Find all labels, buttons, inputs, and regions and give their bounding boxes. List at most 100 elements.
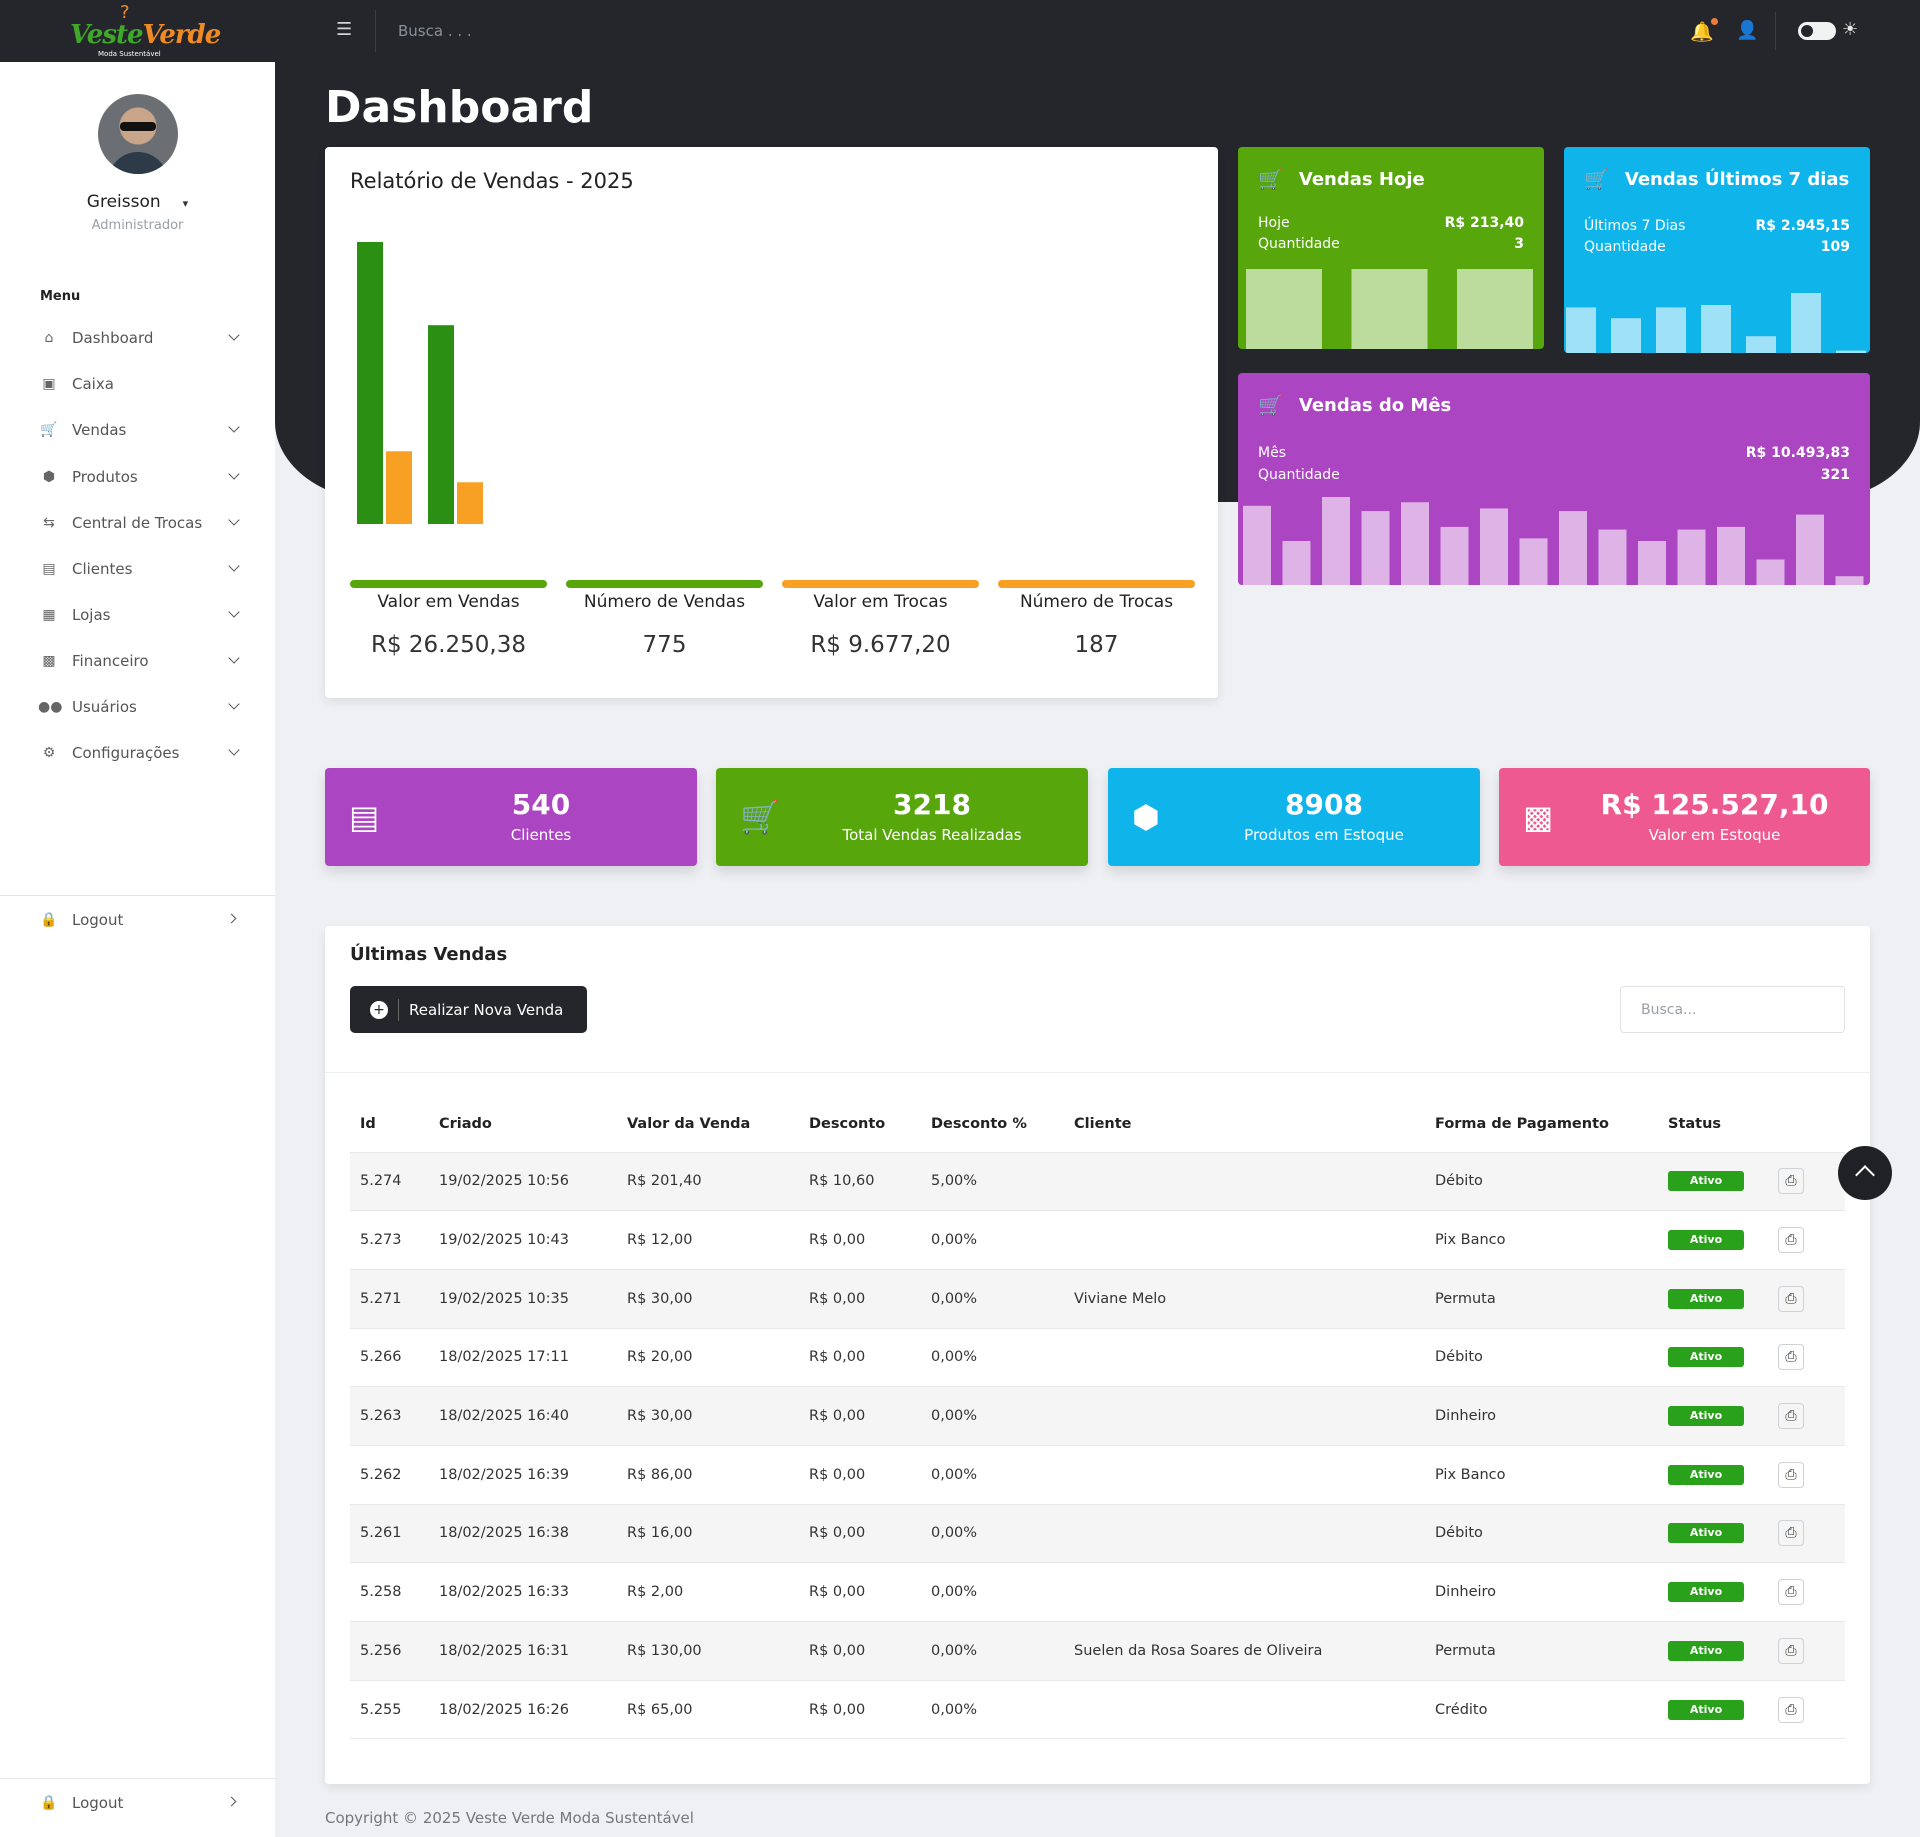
print-icon[interactable]: ⎙ — [1778, 1637, 1804, 1664]
table-row[interactable]: 5.274 19/02/2025 10:56 R$ 201,40 R$ 10,60 5,… — [350, 1152, 1845, 1212]
actions-cell: ⎙ — [1768, 1680, 1845, 1740]
mini-bar — [1519, 538, 1548, 585]
stat-card-vendas-hoje[interactable]: 🛒 Vendas Hoje Hoje R$ 213,40 Quantidade 3 — [1238, 147, 1544, 349]
table-row[interactable]: 5.256 18/02/2025 16:31 R$ 130,00 R$ 0,00 0,0… — [350, 1621, 1845, 1681]
sidebar-item-produtos[interactable]: ⬢ Produtos — [38, 462, 240, 492]
print-icon[interactable]: ⎙ — [1778, 1403, 1804, 1430]
tile-valor-estoque[interactable]: ▩ R$ 125.527,10 Valor em Estoque — [1499, 768, 1870, 866]
print-icon[interactable]: ⎙ — [1778, 1227, 1804, 1254]
actions-cell: ⎙ — [1768, 1210, 1845, 1270]
table-cell: R$ 0,00 — [799, 1269, 921, 1329]
col-desconto-pct[interactable]: Desconto % — [921, 1096, 1064, 1153]
table-cell: Suelen da Rosa Soares de Oliveira — [1064, 1621, 1425, 1681]
stat-card-vendas-mes[interactable]: 🛒 Vendas do Mês Mês R$ 10.493,83 Quantidad… — [1238, 373, 1870, 585]
table-cell: Dinheiro — [1425, 1386, 1658, 1446]
mini-bar — [1566, 307, 1596, 353]
chevron-down-icon — [228, 698, 240, 710]
actions-cell: ⎙ — [1768, 1328, 1845, 1388]
table-cell: Viviane Melo — [1064, 1269, 1425, 1329]
tile-produtos-estoque[interactable]: ⬢ 8908 Produtos em Estoque — [1108, 768, 1480, 866]
scroll-to-top-button[interactable] — [1838, 1146, 1892, 1200]
avatar[interactable] — [98, 94, 178, 174]
print-icon[interactable]: ⎙ — [1778, 1520, 1804, 1547]
sidebar-item-vendas[interactable]: 🛒 Vendas — [38, 415, 240, 445]
mini-bar — [1638, 541, 1666, 585]
sidebar-item-usuarios[interactable]: ●● Usuários — [38, 692, 240, 722]
sidebar-item-lojas[interactable]: ▦ Lojas — [38, 600, 240, 630]
table-cell — [1064, 1680, 1425, 1740]
table-row[interactable]: 5.273 19/02/2025 10:43 R$ 12,00 R$ 0,00 0,00… — [350, 1210, 1845, 1270]
table-row[interactable]: 5.255 18/02/2025 16:26 R$ 65,00 R$ 0,00 0,00… — [350, 1680, 1845, 1740]
sidebar-item-clientes[interactable]: ▤ Clientes — [38, 554, 240, 584]
mini-bar — [1791, 293, 1821, 353]
stat-card-vendas-7-dias[interactable]: 🛒 Vendas Últimos 7 dias Últimos 7 Dias R$ … — [1564, 147, 1870, 353]
tile-clientes[interactable]: ▤ 540 Clientes — [325, 768, 697, 866]
col-valor[interactable]: Valor da Venda — [617, 1096, 799, 1153]
table-cell: R$ 10,60 — [799, 1152, 921, 1212]
new-sale-button[interactable]: + Realizar Nova Venda — [350, 986, 587, 1033]
mini-bar — [1401, 502, 1429, 585]
col-id[interactable]: Id — [350, 1096, 429, 1153]
sidebar-item-dashboard[interactable]: ⌂ Dashboard — [38, 323, 240, 353]
table-row[interactable]: 5.271 19/02/2025 10:35 R$ 30,00 R$ 0,00 0,00… — [350, 1269, 1845, 1329]
user-name: Greisson — [86, 192, 161, 212]
kpi-valor-trocas: Valor em Trocas R$ 9.677,20 — [782, 580, 979, 658]
print-icon[interactable]: ⎙ — [1778, 1461, 1804, 1488]
col-forma-pagamento[interactable]: Forma de Pagamento — [1425, 1096, 1658, 1153]
table-cell: 0,00% — [921, 1269, 1064, 1329]
user-menu[interactable]: Greisson ▾ — [0, 192, 275, 212]
sidebar-item-caixa[interactable]: ▣ Caixa — [38, 369, 238, 399]
mini-bar — [1559, 511, 1587, 585]
print-icon[interactable]: ⎙ — [1778, 1579, 1804, 1606]
tile-total-vendas[interactable]: 🛒 3218 Total Vendas Realizadas — [716, 768, 1088, 866]
table-cell: 5.274 — [350, 1152, 429, 1212]
print-icon[interactable]: ⎙ — [1778, 1344, 1804, 1371]
table-row[interactable]: 5.263 18/02/2025 16:40 R$ 30,00 R$ 0,00 0,00… — [350, 1386, 1845, 1446]
users-icon: ●● — [38, 699, 63, 715]
table-cell: 0,00% — [921, 1386, 1064, 1446]
col-desconto[interactable]: Desconto — [799, 1096, 921, 1153]
chart-bar[interactable] — [457, 482, 483, 524]
status-cell: Ativo — [1658, 1386, 1768, 1446]
menu-toggle-icon[interactable]: ☰ — [336, 19, 353, 40]
sales-search-input[interactable] — [1620, 986, 1845, 1033]
sidebar-item-financeiro[interactable]: ▩ Financeiro — [38, 646, 240, 676]
stat-header: 🛒 Vendas Últimos 7 dias — [1584, 167, 1850, 191]
sales-report-card: Relatório de Vendas - 2025 Valor em Vend… — [325, 147, 1218, 698]
table-row[interactable]: 5.258 18/02/2025 16:33 R$ 2,00 R$ 0,00 0,00%… — [350, 1562, 1845, 1622]
brand-name: VesteVerde — [70, 20, 221, 50]
print-icon[interactable]: ⎙ — [1778, 1696, 1804, 1723]
kpi-numero-vendas: Número de Vendas 775 — [566, 580, 763, 658]
chart-bar[interactable] — [386, 451, 412, 524]
brand-logo[interactable]: ? VesteVerde Moda Sustentável — [70, 2, 221, 60]
exchange-icon: ⇆ — [43, 515, 55, 531]
col-status[interactable]: Status — [1658, 1096, 1768, 1153]
table-cell: 18/02/2025 16:38 — [429, 1504, 617, 1564]
bell-icon[interactable]: 🔔 — [1690, 18, 1718, 43]
user-icon[interactable]: 👤 — [1736, 20, 1759, 41]
kpi-bar — [566, 580, 763, 588]
table-row[interactable]: 5.261 18/02/2025 16:38 R$ 16,00 R$ 0,00 0,00… — [350, 1504, 1845, 1564]
status-cell: Ativo — [1658, 1152, 1768, 1212]
table-row[interactable]: 5.262 18/02/2025 16:39 R$ 86,00 R$ 0,00 0,00… — [350, 1445, 1845, 1505]
col-cliente[interactable]: Cliente — [1064, 1096, 1425, 1153]
logout-link-bottom[interactable]: 🔒 Logout — [38, 1788, 238, 1818]
chart-bar[interactable] — [428, 325, 454, 524]
sidebar-item-central-de-trocas[interactable]: ⇆ Central de Trocas — [38, 508, 240, 538]
print-icon[interactable]: ⎙ — [1778, 1285, 1804, 1312]
table-cell: R$ 0,00 — [799, 1504, 921, 1564]
col-criado[interactable]: Criado — [429, 1096, 617, 1153]
money-icon: ▩ — [1523, 798, 1554, 836]
table-row[interactable]: 5.266 18/02/2025 17:11 R$ 20,00 R$ 0,00 0,00… — [350, 1328, 1845, 1388]
sidebar-item-configuracoes[interactable]: ⚙ Configurações — [38, 738, 240, 768]
logout-link[interactable]: 🔒 Logout — [38, 905, 238, 935]
table-cell: Dinheiro — [1425, 1562, 1658, 1622]
top-search-input[interactable] — [398, 18, 698, 44]
notification-dot — [1710, 18, 1718, 25]
table-cell: 18/02/2025 16:31 — [429, 1621, 617, 1681]
theme-toggle[interactable] — [1798, 22, 1836, 40]
print-icon[interactable]: ⎙ — [1778, 1168, 1804, 1195]
mini-bar — [1796, 514, 1824, 585]
table-cell: 19/02/2025 10:43 — [429, 1210, 617, 1270]
chart-bar[interactable] — [357, 242, 383, 524]
